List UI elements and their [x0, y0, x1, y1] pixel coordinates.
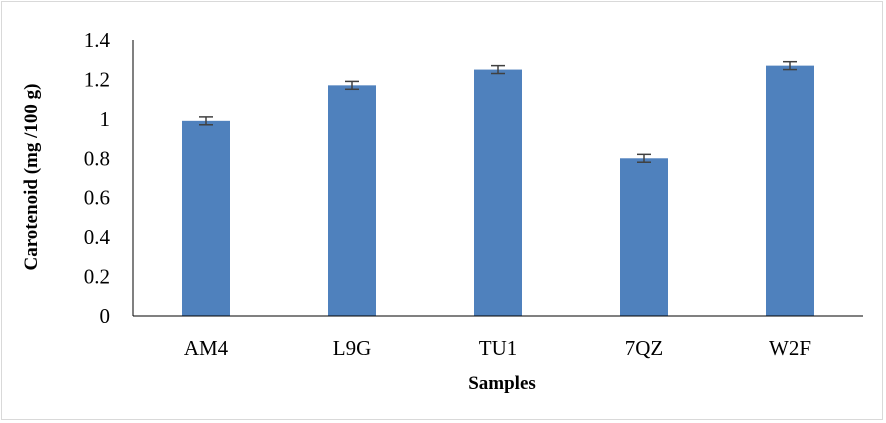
- y-tick-label: 0.2: [84, 265, 110, 289]
- x-tick-label: AM4: [184, 336, 229, 360]
- y-axis-title: Carotenoid (mg /100 g): [21, 84, 42, 271]
- x-tick-label: L9G: [333, 336, 372, 360]
- error-bar-am4: [199, 116, 213, 126]
- x-axis-title: Samples: [468, 373, 536, 394]
- bar-w2f: [766, 65, 814, 316]
- y-tick-label: 0: [100, 304, 111, 328]
- error-bar-l9g: [345, 80, 359, 91]
- error-bar-7qz: [637, 153, 651, 163]
- y-tick-label: 1.2: [84, 67, 110, 91]
- bar-am4: [182, 120, 230, 316]
- x-tick-label: W2F: [769, 336, 811, 360]
- bars: [182, 65, 814, 316]
- error-bar-tu1: [491, 64, 505, 75]
- y-tick-label: 0.4: [84, 225, 111, 249]
- x-tick-label: 7QZ: [625, 336, 664, 360]
- y-tick-label: 0.8: [84, 146, 110, 170]
- x-axis-ticks: AM4 L9G TU1 7QZ W2F: [184, 336, 811, 360]
- y-axis-ticks: 0 0.2 0.4 0.6 0.8 1 1.2 1.4: [84, 28, 111, 328]
- bar-7qz: [620, 158, 668, 316]
- y-tick-label: 0.6: [84, 186, 110, 210]
- y-tick-label: 1: [100, 107, 111, 131]
- x-tick-label: TU1: [479, 336, 518, 360]
- y-tick-label: 1.4: [84, 28, 111, 52]
- error-bars: [199, 60, 797, 163]
- bar-tu1: [474, 69, 522, 316]
- error-bar-w2f: [783, 60, 797, 71]
- bar-l9g: [328, 85, 376, 316]
